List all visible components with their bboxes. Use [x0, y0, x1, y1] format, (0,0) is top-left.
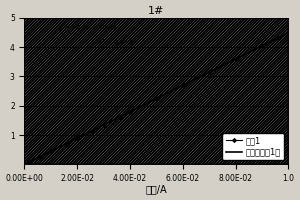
系列1 — [76, 137, 79, 139]
Line: 线性（系列1）: 线性（系列1） — [25, 33, 288, 164]
系列1 — [276, 37, 280, 39]
系列1 — [208, 71, 211, 73]
线性（系列1） — [72, 139, 75, 141]
线性（系列1） — [286, 31, 290, 34]
系列1 — [28, 161, 31, 163]
系列1 — [260, 44, 264, 47]
Bar — [25, 18, 288, 164]
Title: 1#: 1# — [148, 6, 165, 16]
Text: y = 44.9x + 5E-05: y = 44.9x + 5E-05 — [59, 25, 117, 30]
系列1 — [118, 116, 121, 119]
线性（系列1） — [273, 38, 277, 40]
系列1 — [38, 156, 42, 158]
Bar — [25, 18, 288, 164]
线性（系列1） — [33, 158, 37, 160]
系列1 — [234, 58, 238, 60]
系列1 — [91, 129, 95, 132]
线性（系列1） — [23, 163, 26, 166]
X-axis label: 电流/A: 电流/A — [146, 184, 167, 194]
系列1 — [128, 110, 132, 113]
系列1 — [65, 143, 68, 145]
线性（系列1） — [93, 128, 97, 130]
系列1 — [102, 124, 106, 126]
Line: 系列1: 系列1 — [28, 37, 280, 164]
系列1 — [181, 84, 185, 86]
Text: R² = 0.9998: R² = 0.9998 — [98, 40, 136, 45]
Bar — [25, 18, 288, 164]
系列1 — [49, 150, 53, 152]
系列1 — [155, 97, 158, 100]
线性（系列1） — [264, 43, 268, 45]
Legend: 系列1, 线性（系列1）: 系列1, 线性（系列1） — [222, 133, 284, 160]
线性（系列1） — [39, 155, 42, 158]
